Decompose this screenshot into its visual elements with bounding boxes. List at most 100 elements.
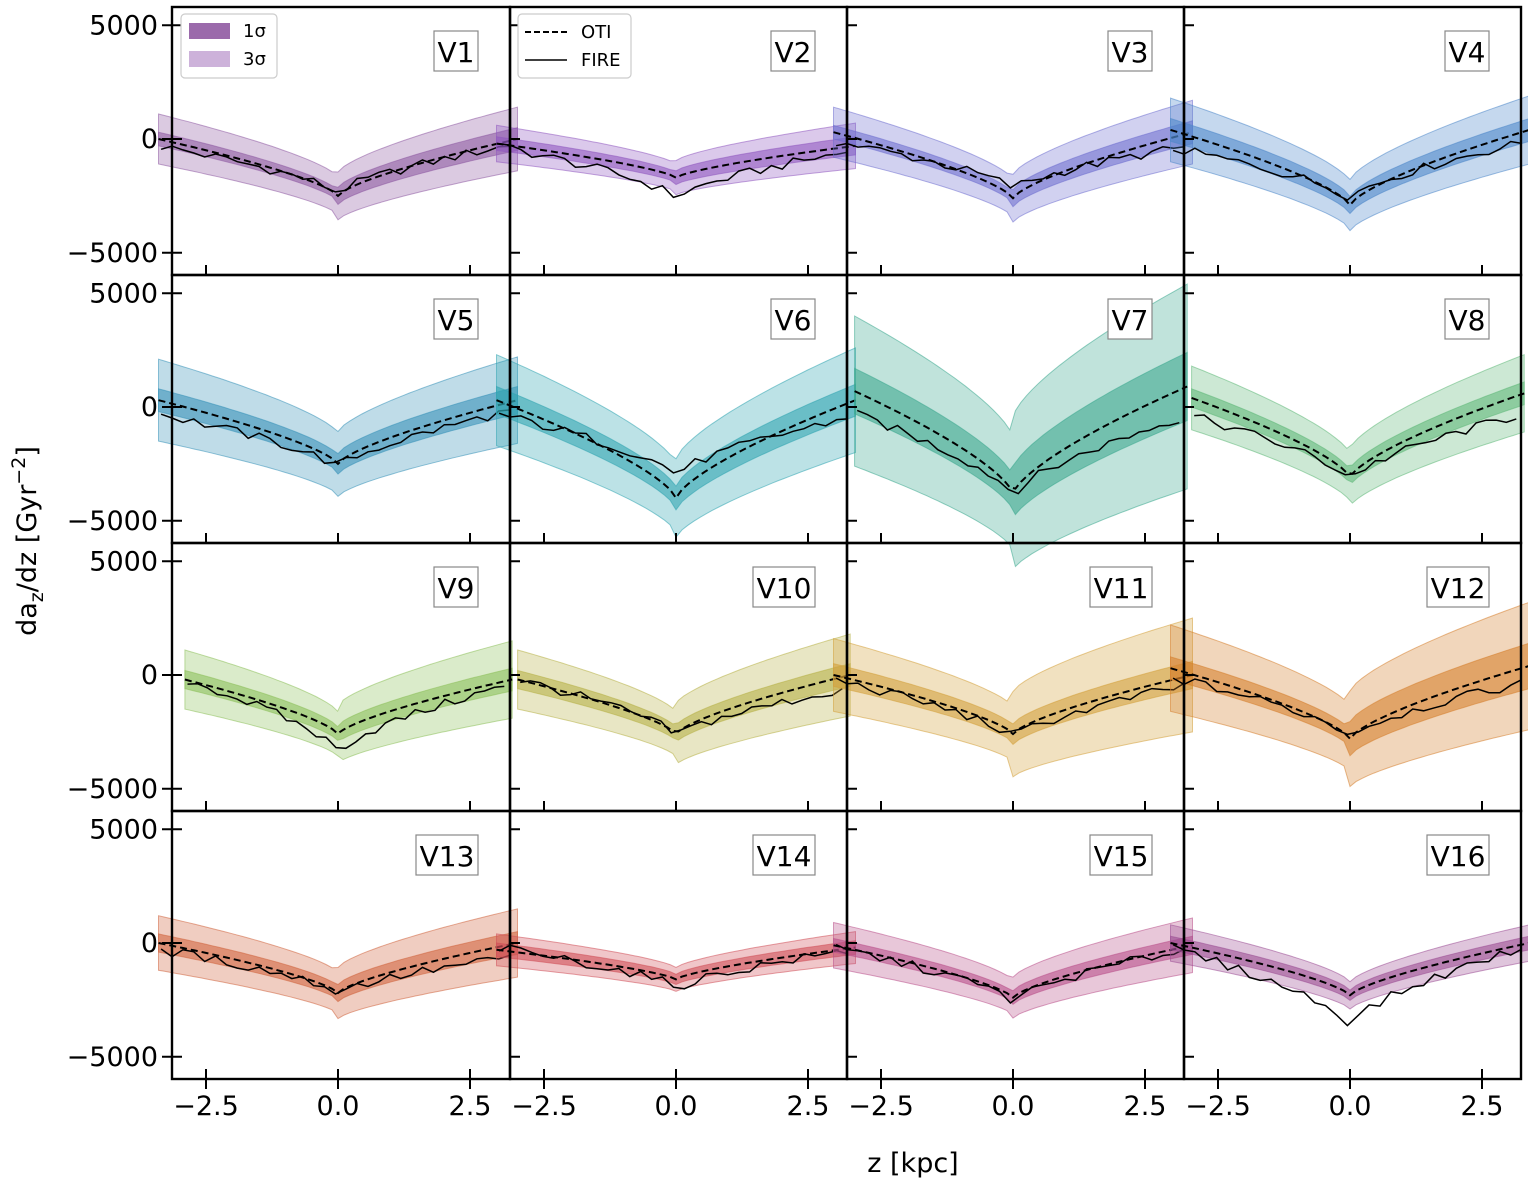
y-tick-label: 5000	[89, 278, 158, 309]
band-3sigma	[854, 283, 1188, 568]
panel-label-box	[1426, 566, 1490, 608]
fire-line	[498, 142, 848, 199]
legend-3sigma-swatch	[189, 51, 230, 67]
fire-line	[835, 142, 1185, 189]
panel-label: V11	[1094, 572, 1149, 605]
panel-label-box	[415, 834, 479, 876]
x-tick-label: 2.5	[1124, 1091, 1167, 1122]
panel-label: V16	[1431, 840, 1486, 873]
panel-label: V2	[775, 36, 812, 69]
oti-line	[1170, 942, 1528, 997]
x-tick-label: −2.5	[848, 1091, 914, 1122]
panel-v3: V3	[833, 30, 1193, 223]
y-tick-label: 5000	[89, 10, 158, 41]
panel-v7: V7	[854, 283, 1188, 568]
panel-v9: V9	[184, 566, 513, 761]
band-3sigma	[833, 917, 1193, 1019]
band-1sigma	[496, 136, 856, 186]
fire-line	[187, 682, 505, 750]
band-1sigma	[833, 660, 1193, 746]
band-3sigma	[833, 617, 1193, 778]
band-3sigma	[496, 122, 856, 196]
panel-label-box	[433, 30, 479, 72]
panel-v13: V13	[158, 834, 518, 1020]
panel-frame	[1182, 809, 1523, 1081]
panel-label: V8	[1449, 304, 1486, 337]
band-3sigma	[833, 99, 1193, 223]
x-tick-label: 0.0	[317, 1091, 360, 1122]
panel-label-box	[1444, 30, 1490, 72]
legend-sigma: 1σ 3σ	[180, 13, 278, 79]
fire-line	[160, 145, 510, 193]
x-tick-label: 0.0	[1329, 1091, 1372, 1122]
band-3sigma	[158, 908, 518, 1020]
fire-line	[856, 409, 1180, 495]
band-3sigma	[158, 106, 518, 221]
fire-line	[1172, 140, 1522, 201]
y-tick-label: 0	[141, 124, 158, 155]
panel-label: V9	[438, 572, 475, 605]
panel-label-box	[1107, 30, 1153, 72]
band-3sigma	[1191, 353, 1525, 504]
band-1sigma	[1191, 381, 1525, 483]
oti-line	[496, 142, 856, 179]
legend-oti-label: OTI	[581, 22, 611, 43]
x-tick-label: −2.5	[173, 1091, 239, 1122]
panel-label-box	[433, 566, 479, 608]
y-tick-label: 5000	[89, 814, 158, 845]
panel-label-box	[1089, 566, 1153, 608]
x-tick-label: −2.5	[1185, 1091, 1251, 1122]
x-axis-label: z [kpc]	[867, 1148, 958, 1179]
band-1sigma	[854, 351, 1188, 516]
panel-label-box	[770, 30, 816, 72]
band-1sigma	[496, 383, 856, 511]
oti-line	[833, 131, 1193, 200]
fire-line	[1172, 677, 1522, 736]
panel-v5: V5	[158, 298, 518, 497]
y-tick-label: −5000	[67, 774, 158, 805]
panel-v6: V6	[496, 298, 856, 539]
panel-label: V5	[438, 304, 475, 337]
fire-line	[520, 680, 843, 734]
oti-line	[158, 138, 518, 198]
fire-line	[160, 409, 510, 465]
panel-label-box	[752, 566, 816, 608]
fire-line	[1194, 414, 1517, 476]
band-3sigma	[184, 640, 513, 761]
panel-v11: V11	[833, 566, 1193, 778]
legend-1sigma-swatch	[189, 23, 230, 39]
band-3sigma	[1170, 602, 1528, 788]
oti-line	[854, 385, 1188, 490]
panel-label-box	[770, 298, 816, 340]
panel-label: V13	[420, 840, 475, 873]
x-tick-label: −2.5	[511, 1091, 577, 1122]
panel-label: V4	[1449, 36, 1486, 69]
x-tick-label: 2.5	[1461, 1091, 1504, 1122]
legend-1sigma-label: 1σ	[243, 21, 266, 42]
legend-3sigma-label: 3σ	[243, 49, 266, 70]
fire-line	[498, 944, 848, 990]
y-tick-label: −5000	[67, 1042, 158, 1073]
y-tick-label: 0	[141, 660, 158, 691]
y-tick-label: −5000	[67, 506, 158, 537]
fire-line	[498, 412, 848, 474]
fire-line	[160, 948, 510, 995]
panel-grid: V1 V2 V3 V4 V5 V6 V7 V8 V9 V10 V11 V12 V13 V14 V15 V16 −…	[67, 5, 1528, 1122]
panel-label: V14	[757, 840, 812, 873]
fire-line	[835, 943, 1185, 1005]
panel-v15: V15	[833, 834, 1193, 1019]
panel-label: V15	[1094, 840, 1149, 873]
panel-label-box	[1444, 298, 1490, 340]
panel-label: V12	[1431, 572, 1486, 605]
oti-line	[158, 399, 518, 466]
x-tick-label: 2.5	[449, 1091, 492, 1122]
fire-line	[1172, 944, 1522, 1027]
panel-label-box	[1089, 834, 1153, 876]
band-1sigma	[1170, 117, 1528, 215]
legend-fire-label: FIRE	[581, 50, 621, 71]
band-3sigma	[1170, 95, 1528, 232]
panel-v1: V1	[158, 30, 518, 221]
x-tick-label: 0.0	[992, 1091, 1035, 1122]
band-3sigma	[158, 356, 518, 497]
